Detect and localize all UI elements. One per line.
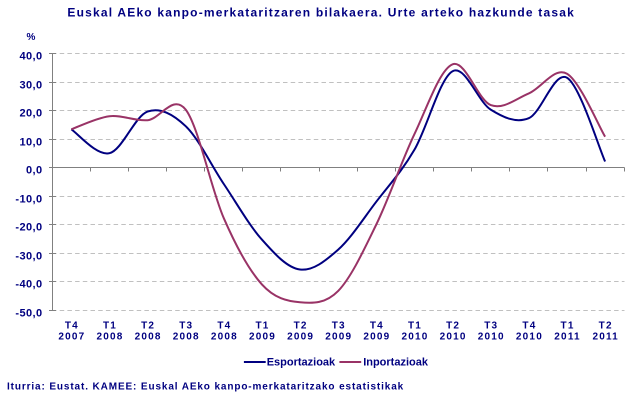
svg-text:2007: 2007	[58, 331, 85, 342]
svg-text:0,0: 0,0	[26, 164, 43, 176]
svg-text:T4: T4	[65, 320, 79, 331]
svg-text:-30,0: -30,0	[15, 250, 42, 262]
svg-text:Iturria: Eustat. KAMEE: Euskal: Iturria: Eustat. KAMEE: Euskal AEko kanp…	[7, 381, 404, 392]
svg-text:T2: T2	[294, 320, 308, 331]
svg-text:2010: 2010	[516, 331, 543, 342]
svg-text:Euskal AEko kanpo-merkataritza: Euskal AEko kanpo-merkataritzaren bilaka…	[67, 6, 575, 20]
svg-text:-20,0: -20,0	[15, 221, 42, 233]
svg-text:%: %	[26, 32, 35, 43]
svg-text:-50,0: -50,0	[15, 307, 42, 319]
svg-text:Inportazioak: Inportazioak	[363, 357, 429, 369]
svg-text:2008: 2008	[211, 331, 238, 342]
svg-text:T4: T4	[370, 320, 384, 331]
svg-text:T1: T1	[561, 320, 575, 331]
svg-text:2009: 2009	[287, 331, 314, 342]
svg-text:T2: T2	[446, 320, 460, 331]
svg-text:T1: T1	[408, 320, 422, 331]
svg-text:T4: T4	[522, 320, 536, 331]
svg-text:T3: T3	[332, 320, 346, 331]
svg-text:2011: 2011	[554, 331, 581, 342]
svg-text:T1: T1	[103, 320, 117, 331]
svg-text:2008: 2008	[135, 331, 162, 342]
svg-text:2009: 2009	[325, 331, 352, 342]
svg-text:2010: 2010	[440, 331, 467, 342]
svg-text:T4: T4	[217, 320, 231, 331]
svg-text:T3: T3	[484, 320, 498, 331]
svg-text:T3: T3	[179, 320, 193, 331]
svg-text:40,0: 40,0	[19, 50, 42, 62]
svg-text:2009: 2009	[363, 331, 390, 342]
svg-text:2010: 2010	[402, 331, 429, 342]
svg-text:20,0: 20,0	[19, 107, 42, 119]
svg-text:Esportazioak: Esportazioak	[267, 357, 336, 369]
svg-text:-10,0: -10,0	[15, 193, 42, 205]
svg-text:T1: T1	[255, 320, 269, 331]
svg-text:2008: 2008	[173, 331, 200, 342]
svg-text:T2: T2	[599, 320, 613, 331]
svg-text:2011: 2011	[592, 331, 619, 342]
svg-text:-40,0: -40,0	[15, 278, 42, 290]
svg-text:T2: T2	[141, 320, 155, 331]
svg-text:10,0: 10,0	[19, 136, 42, 148]
svg-text:2010: 2010	[478, 331, 505, 342]
svg-text:2009: 2009	[249, 331, 276, 342]
svg-text:30,0: 30,0	[19, 79, 42, 91]
svg-text:2008: 2008	[96, 331, 123, 342]
